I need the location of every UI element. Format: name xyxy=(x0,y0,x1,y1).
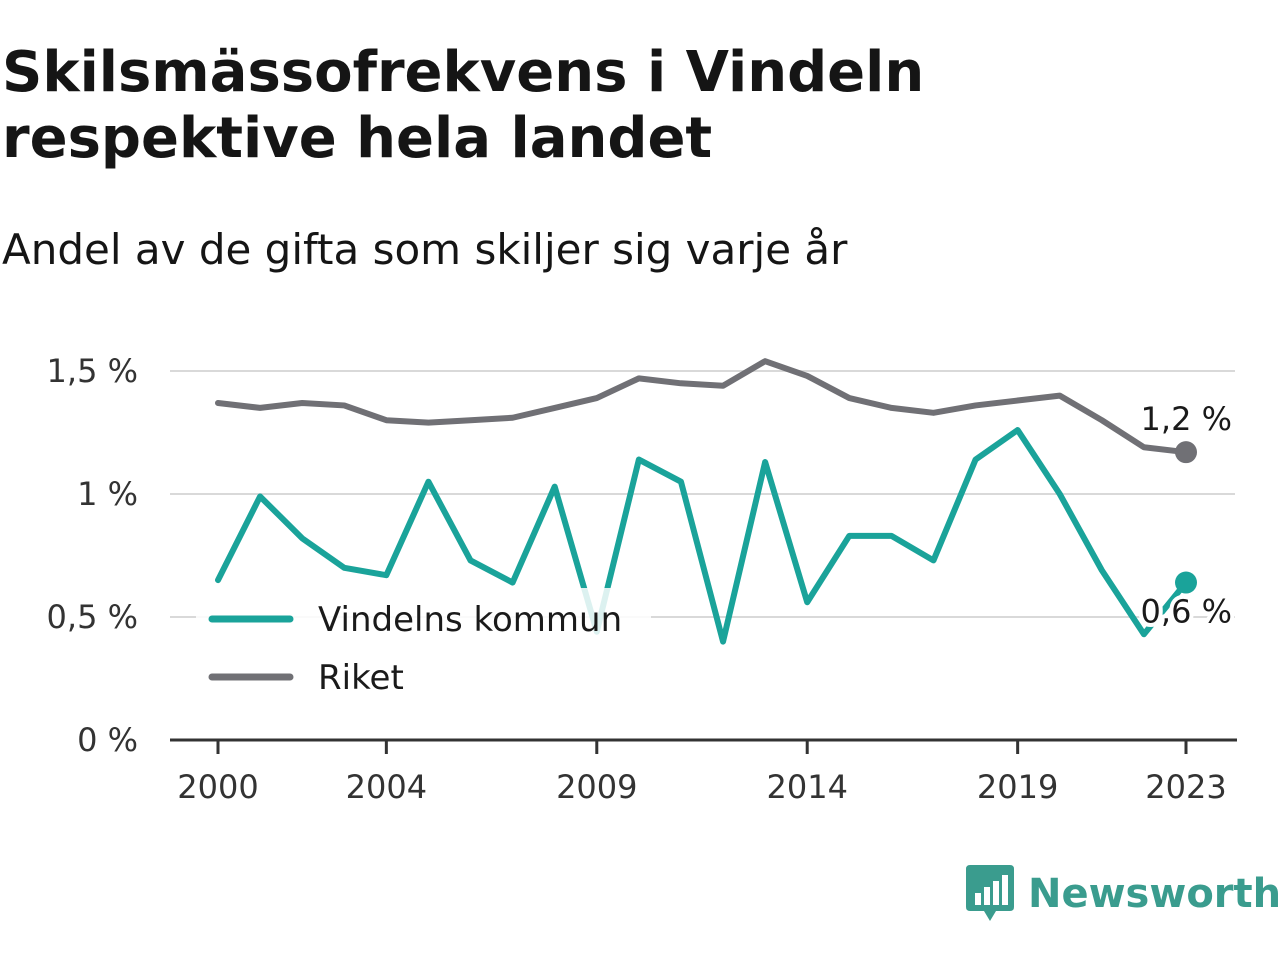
y-tick-label: 0,5 % xyxy=(47,598,138,636)
x-tick-label: 2009 xyxy=(556,768,637,806)
newsworthy-logo: Newsworthy xyxy=(964,862,1280,926)
y-tick-label: 1 % xyxy=(77,475,138,513)
x-tick-label: 2000 xyxy=(177,768,258,806)
x-tick-label: 2023 xyxy=(1145,768,1226,806)
series-line-riket xyxy=(215,358,1189,456)
y-tick-label: 0 % xyxy=(77,721,138,759)
legend-background xyxy=(196,588,651,706)
end-point xyxy=(1175,441,1197,464)
end-labels: 0,6 % 1,2 % xyxy=(1137,396,1236,634)
series-lines xyxy=(215,358,1197,645)
chart-subtitle: Andel av de gifta som skiljer sig varje … xyxy=(2,225,848,274)
x-tick-label: 2004 xyxy=(346,768,427,806)
x-tick-label: 2014 xyxy=(766,768,847,806)
x-tick-label: 2019 xyxy=(977,768,1058,806)
brand-name: Newsworthy xyxy=(1028,871,1280,917)
y-axis-labels: 0 % 0,5 % 1 % 1,5 % xyxy=(47,352,138,759)
end-value-label: 0,6 % xyxy=(1141,593,1232,631)
chart-title: Skilsmässofrekvens i Vindeln respektive … xyxy=(2,40,925,171)
end-value-label: 1,2 % xyxy=(1141,400,1232,438)
series-line-vindelns-kommun xyxy=(215,427,1189,645)
bar-chart-bubble-icon xyxy=(966,865,1014,921)
end-point xyxy=(1175,571,1197,594)
y-tick-label: 1,5 % xyxy=(47,352,138,390)
x-axis: 2000 2004 2009 2014 2019 2023 xyxy=(170,738,1237,806)
legend: Vindelns kommun Riket xyxy=(196,588,651,706)
line-chart: 0 % 0,5 % 1 % 1,5 % 2000 2004 2009 2014 2019 202… xyxy=(47,352,1237,806)
legend-label: Riket xyxy=(318,658,404,698)
legend-label: Vindelns kommun xyxy=(318,600,622,640)
